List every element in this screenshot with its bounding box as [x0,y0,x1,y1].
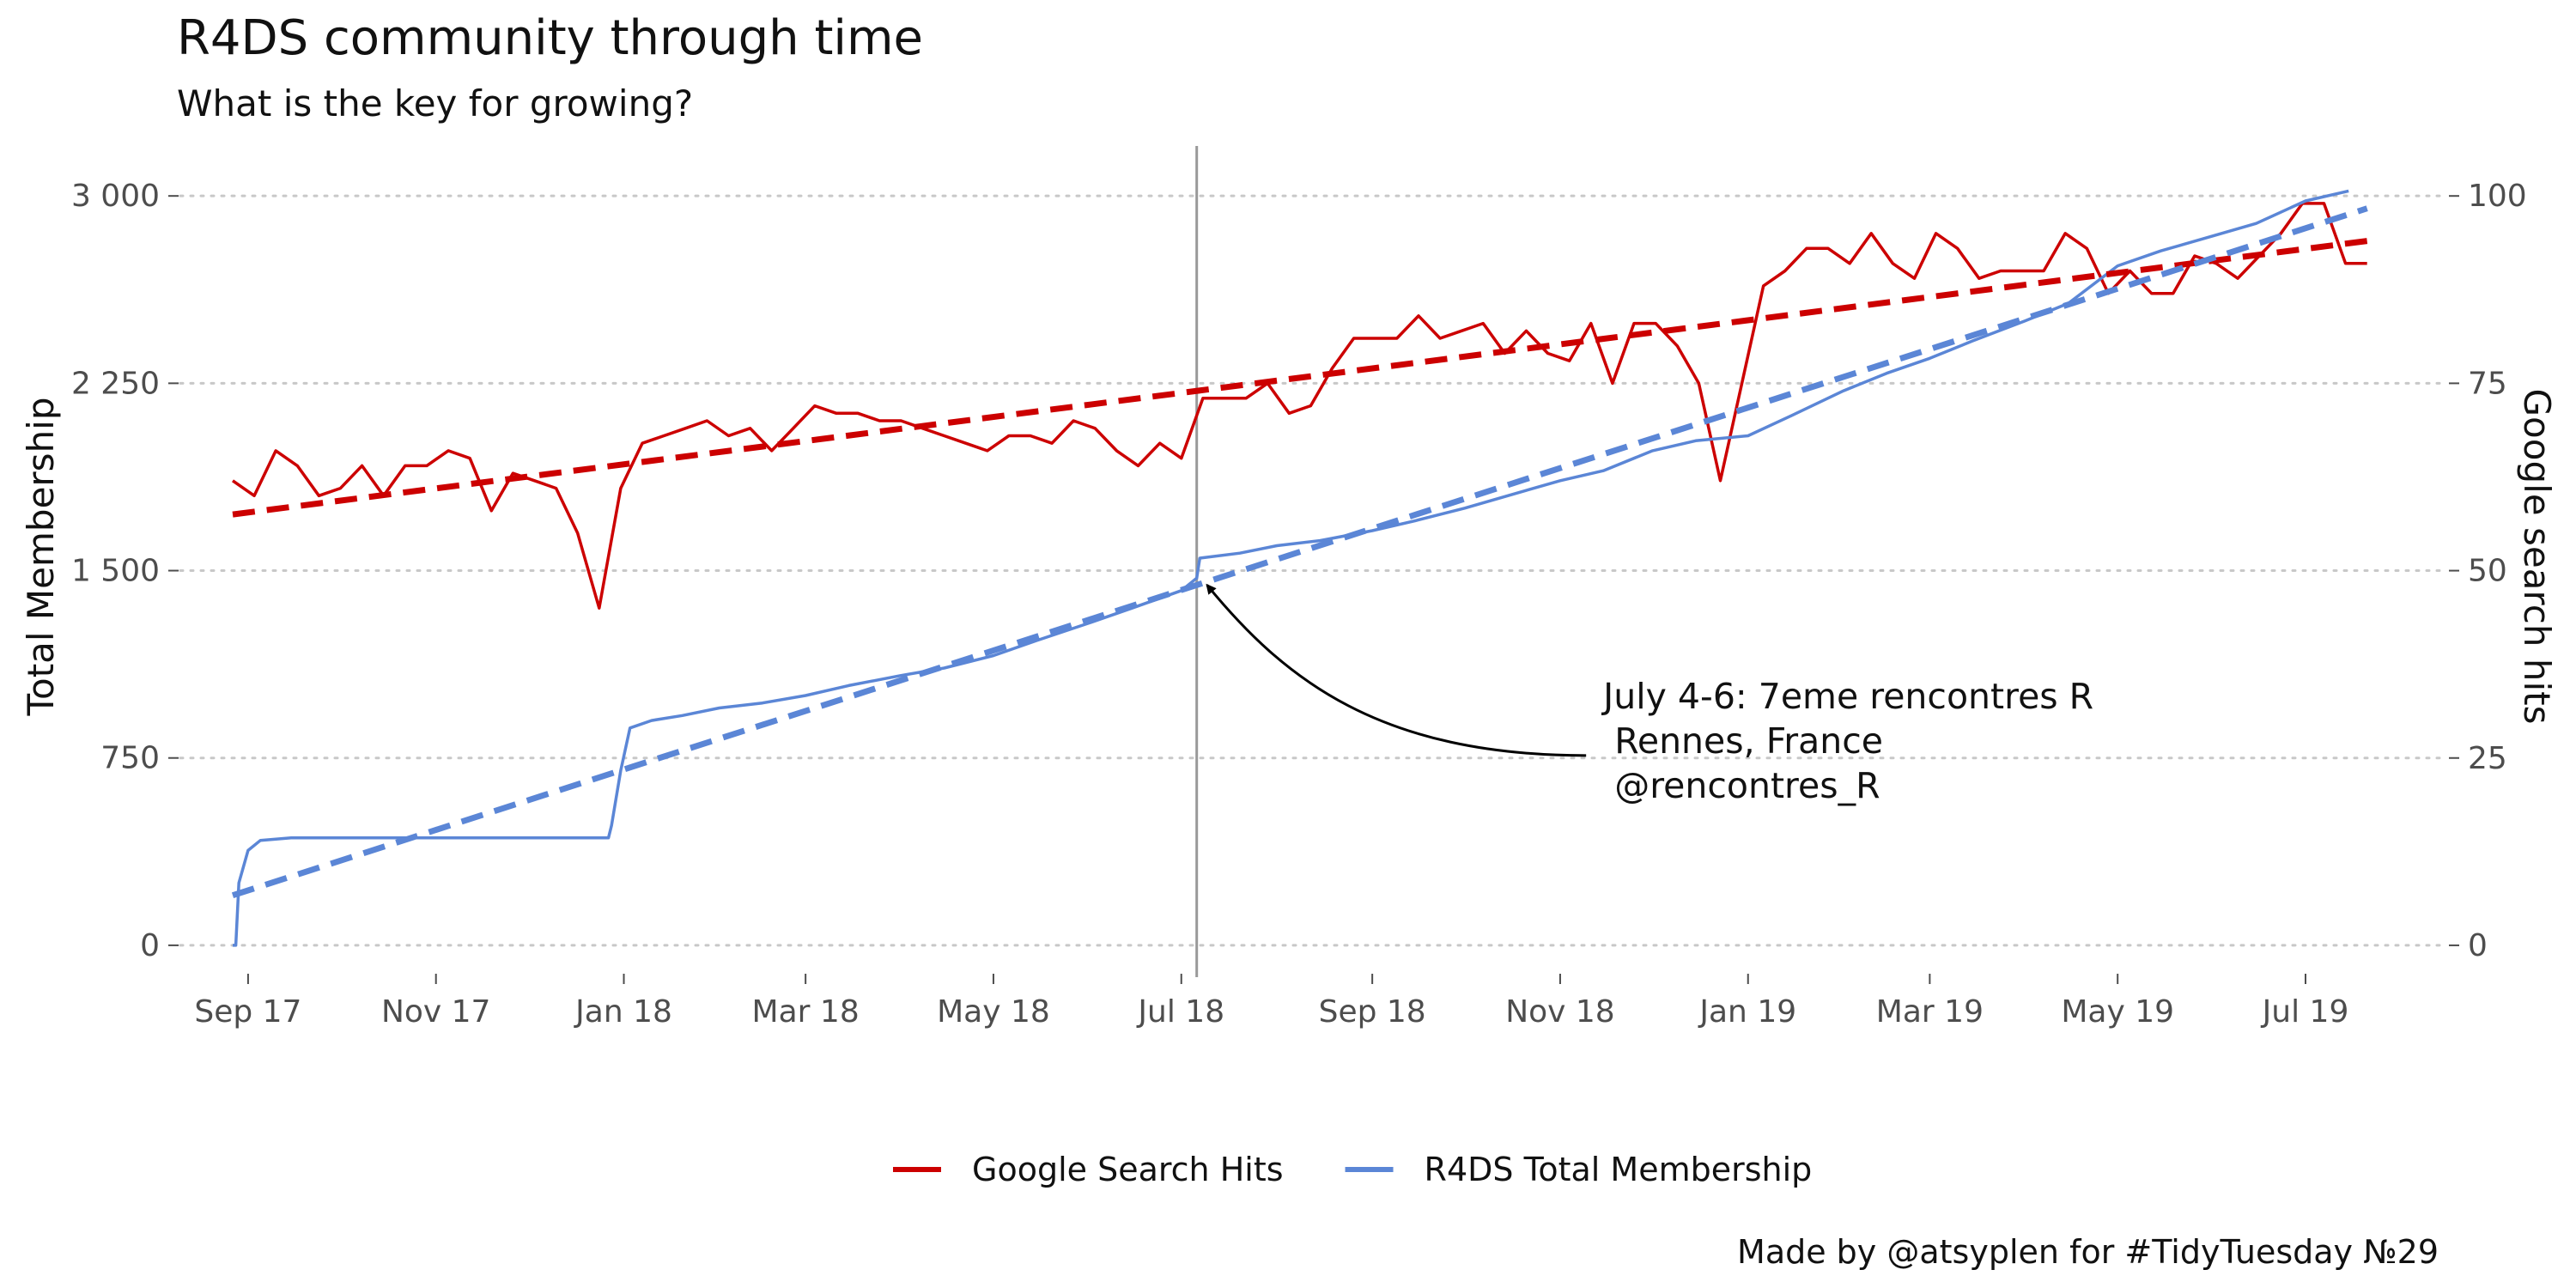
y-tick-label-left: 1 500 [71,554,160,589]
legend-label: Google Search Hits [972,1151,1284,1188]
annotation-line: July 4-6: 7eme rencontres R [1601,676,2093,717]
annotation-line: @rencontres_R [1603,765,1880,806]
chart-title: R4DS community through time [177,10,923,66]
annotation-text: July 4-6: 7eme rencontres R Rennes, Fran… [1601,676,2093,806]
annotation-arrow [1206,583,1587,757]
y-tick-label-right: 0 [2468,928,2488,963]
x-tick-label: Mar 19 [1876,994,1984,1030]
y-tick-label-left: 2 250 [71,366,160,401]
chart-caption: Made by @atsyplen for #TidyTuesday №29 [1737,1233,2439,1271]
right-axis-ticks: 0 25 50 75 100 [2449,179,2527,963]
chart-subtitle: What is the key for growing? [177,82,694,125]
x-tick-label: Sep 17 [194,994,301,1030]
series-line-google-search-hits [231,202,2367,610]
x-tick-label: Jul 18 [1136,994,1224,1030]
x-tick-label: Nov 17 [381,994,491,1030]
trend-line-google-search-hits [232,238,2368,518]
x-tick-label: May 19 [2061,994,2174,1030]
x-tick-label: Mar 18 [752,994,860,1030]
trend-line-r4ds-membership [231,205,2368,899]
left-axis-ticks: 0 750 1 500 2 250 3 000 [71,179,179,963]
x-tick-label: Sep 18 [1319,994,1426,1030]
x-tick-label: May 18 [937,994,1050,1030]
x-tick-label: Jan 18 [574,994,672,1030]
y-tick-label-left: 3 000 [71,179,160,214]
y-tick-label-right: 50 [2468,554,2507,589]
series-layer [231,189,2368,947]
chart-legend: Google Search Hits R4DS Total Membership [893,1151,1812,1188]
x-tick-label: Jan 19 [1698,994,1796,1030]
y-tick-label-right: 75 [2468,366,2507,401]
y-axis-title-left: Total Membership [20,397,62,716]
y-tick-label-left: 750 [100,741,160,776]
y-tick-label-left: 0 [140,928,160,963]
event-annotation: July 4-6: 7eme rencontres R Rennes, Fran… [1206,583,2093,806]
y-axis-title-right: Google search hits [2516,389,2558,725]
gridlines [179,194,2449,947]
series-line-r4ds-membership [233,189,2349,947]
x-axis-ticks: Sep 17 Nov 17 Jan 18 Mar 18 May 18 Jul 18 Sep … [194,974,2348,1030]
annotation-line: Rennes, France [1603,720,1883,762]
y-tick-label-right: 25 [2468,741,2507,776]
x-tick-label: Nov 18 [1505,994,1615,1030]
x-tick-label: Jul 19 [2261,994,2349,1030]
legend-label: R4DS Total Membership [1425,1151,1813,1188]
y-tick-label-right: 100 [2468,179,2527,214]
